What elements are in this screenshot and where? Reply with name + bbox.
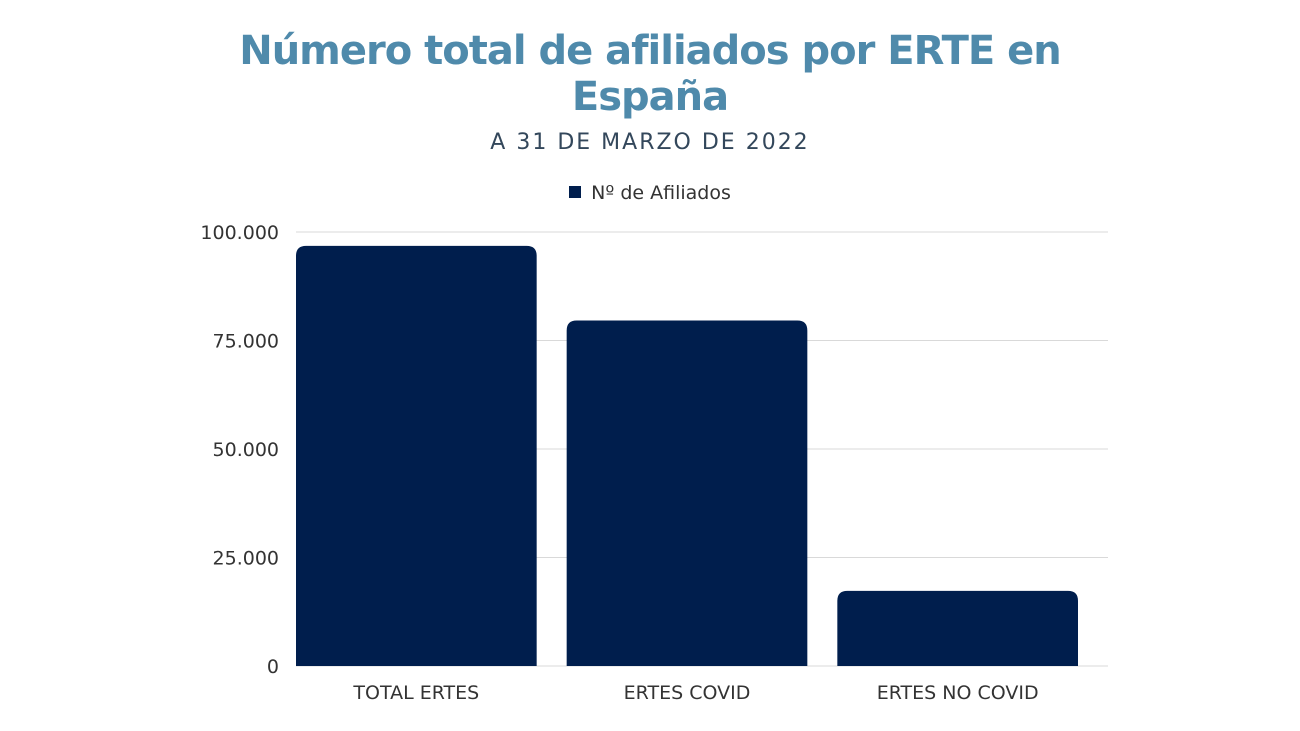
chart-title-line-1: Número total de afiliados por ERTE en: [239, 28, 1062, 74]
x-axis-labels: TOTAL ERTES ERTES COVID ERTES NO COVID: [352, 682, 1038, 704]
chart-legend: Nº de Afiliados: [0, 182, 1300, 204]
y-tick-label: 75.000: [213, 331, 279, 353]
bar: [296, 245, 537, 666]
bar: [837, 590, 1078, 666]
legend-label: Nº de Afiliados: [591, 182, 731, 204]
x-category-label: ERTES COVID: [624, 682, 751, 704]
bar: [566, 320, 808, 666]
y-tick-label: 50.000: [213, 439, 279, 461]
legend-swatch: [569, 186, 582, 198]
y-axis-ticks: 0 25.000 50.000 75.000 100.000: [200, 222, 279, 678]
y-tick-label: 100.000: [200, 222, 279, 244]
x-category-label: ERTES NO COVID: [877, 682, 1039, 704]
y-tick-label: 0: [267, 656, 279, 678]
x-category-label: TOTAL ERTES: [352, 682, 479, 704]
chart-title-line-2: España: [571, 74, 729, 120]
chart-title: Número total de afiliados por ERTE en Es…: [0, 28, 1300, 120]
y-tick-label: 25.000: [213, 548, 279, 570]
bars: [296, 245, 1078, 666]
chart-subtitle: A 31 DE MARZO DE 2022: [490, 130, 810, 155]
